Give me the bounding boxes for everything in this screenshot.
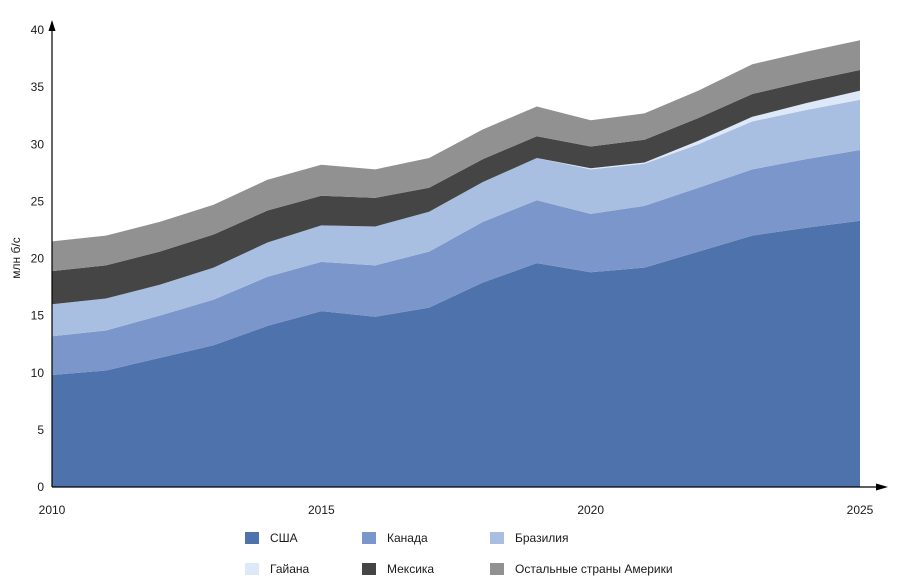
area-series-3 <box>52 99 860 337</box>
legend-swatch <box>490 532 504 544</box>
y-tick-label: 20 <box>31 252 45 266</box>
legend-label: Канада <box>387 531 428 545</box>
y-tick-labels: 0 5 10 15 20 25 30 35 40 <box>31 23 45 494</box>
legend-swatch <box>245 532 259 544</box>
legend-swatch <box>490 563 504 575</box>
x-tick-label: 2020 <box>577 503 604 517</box>
area-series-group <box>52 40 860 488</box>
y-tick-label: 35 <box>31 80 45 94</box>
area-series-6 <box>52 40 860 272</box>
y-tick-label: 10 <box>31 366 45 380</box>
legend: США Канада Бразилия Гайана Мексика Остальные … <box>245 531 673 576</box>
x-tick-labels: 2010 2015 2020 2025 <box>39 503 874 517</box>
legend-label: Остальные страны Америки <box>515 562 673 576</box>
axes <box>48 20 888 491</box>
area-series-1 <box>52 220 860 488</box>
y-tick-label: 30 <box>31 137 45 151</box>
y-tick-label: 5 <box>37 423 44 437</box>
legend-label: Мексика <box>387 562 434 576</box>
legend-swatch <box>245 563 259 575</box>
x-tick-label: 2010 <box>39 503 66 517</box>
x-tick-label: 2015 <box>308 503 335 517</box>
x-tick-label: 2025 <box>847 503 874 517</box>
y-tick-label: 25 <box>31 194 45 208</box>
y-tick-label: 40 <box>31 23 45 37</box>
y-tick-label: 15 <box>31 309 45 323</box>
y-axis-arrow <box>48 20 56 31</box>
y-axis-title: млн б/с <box>9 237 23 278</box>
legend-swatch <box>362 532 376 544</box>
legend-swatch <box>362 563 376 575</box>
x-axis-arrow <box>876 483 888 491</box>
legend-label: США <box>270 531 298 545</box>
legend-label: Гайана <box>270 562 310 576</box>
legend-label: Бразилия <box>515 531 569 545</box>
y-tick-label: 0 <box>37 480 44 494</box>
area-series-4 <box>52 90 860 305</box>
area-series-5 <box>52 70 860 305</box>
area-series-2 <box>52 150 860 375</box>
